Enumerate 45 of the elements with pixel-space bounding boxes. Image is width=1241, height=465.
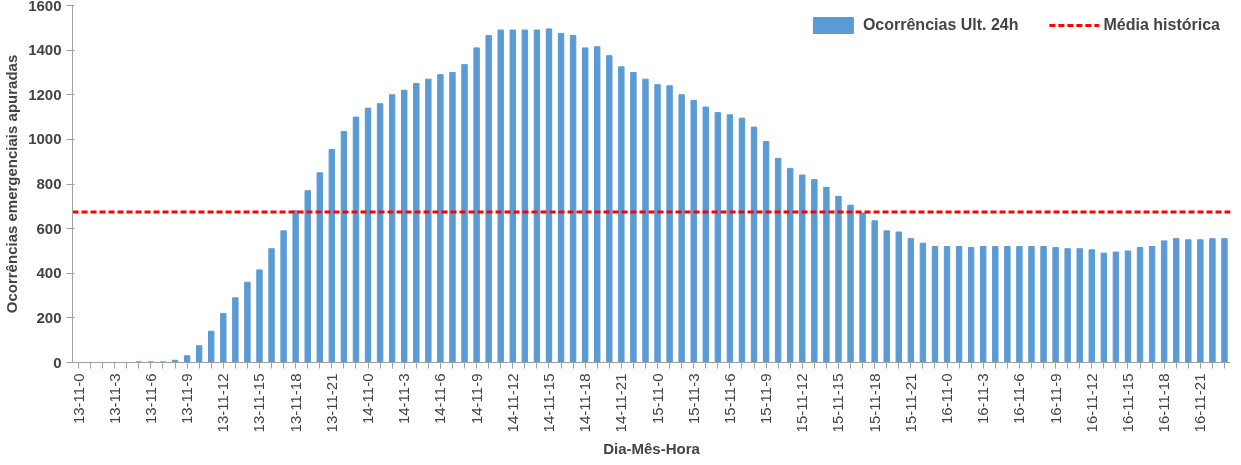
y-axis-title: Ocorrências emergenciais apuradas (3, 54, 21, 314)
x-tick-label: 14-11-6 (431, 373, 449, 425)
x-tick-label: 16-11-18 (1155, 373, 1173, 433)
x-tick-label: 13-11-9 (178, 373, 196, 425)
x-tick-label: 13-11-3 (105, 373, 123, 425)
y-tick-label: 1200 (28, 85, 62, 103)
x-tick-label: 16-11-0 (938, 373, 956, 425)
x-tick-label: 13-11-21 (322, 373, 340, 433)
x-tick-label: 15-11-6 (720, 373, 738, 425)
y-tick-label: 600 (36, 219, 62, 237)
y-tick-label: 1600 (28, 0, 62, 14)
x-tick-label: 14-11-21 (612, 373, 630, 433)
x-tick-label: 15-11-0 (648, 373, 666, 425)
x-tick-label: 13-11-0 (69, 373, 87, 425)
x-tick-label: 14-11-18 (576, 373, 594, 433)
y-tick-label: 1400 (28, 41, 62, 59)
legend-label: Ocorrências Ult. 24h (862, 16, 1019, 34)
x-tick-label: 16-11-12 (1082, 373, 1100, 433)
y-tick-label: 200 (36, 308, 62, 326)
x-tick-label: 16-11-21 (1191, 373, 1209, 433)
x-tick-label: 15-11-9 (757, 373, 775, 425)
x-tick-label: 15-11-18 (865, 373, 883, 433)
x-tick-label: 16-11-9 (1046, 373, 1064, 425)
x-tick-label: 14-11-15 (539, 373, 557, 433)
x-tick-label: 14-11-9 (467, 373, 485, 425)
x-tick-label: 16-11-15 (1118, 373, 1136, 433)
x-tick-label: 13-11-6 (141, 373, 159, 425)
x-tick-label: 13-11-12 (214, 373, 232, 433)
y-tick-label: 0 (53, 353, 62, 371)
x-tick-label: 15-11-12 (793, 373, 811, 433)
x-tick-label: 14-11-12 (503, 373, 521, 433)
y-tick-label: 400 (36, 264, 62, 282)
x-tick-label: 13-11-15 (250, 373, 268, 433)
x-tick-label: 15-11-3 (684, 373, 702, 425)
legend-label: Média histórica (1103, 16, 1220, 34)
x-tick-label: 14-11-3 (395, 373, 413, 425)
x-tick-label: 15-11-21 (901, 373, 919, 433)
x-axis-title: Dia-Mês-Hora (603, 440, 701, 458)
x-tick-label: 13-11-18 (286, 373, 304, 433)
x-tick-label: 15-11-15 (829, 373, 847, 433)
y-tick-label: 1000 (28, 130, 62, 148)
x-tick-label: 16-11-6 (1010, 373, 1028, 425)
y-tick-label: 800 (36, 175, 62, 192)
x-tick-label: 14-11-0 (359, 373, 377, 425)
x-tick-label: 16-11-3 (974, 373, 992, 425)
